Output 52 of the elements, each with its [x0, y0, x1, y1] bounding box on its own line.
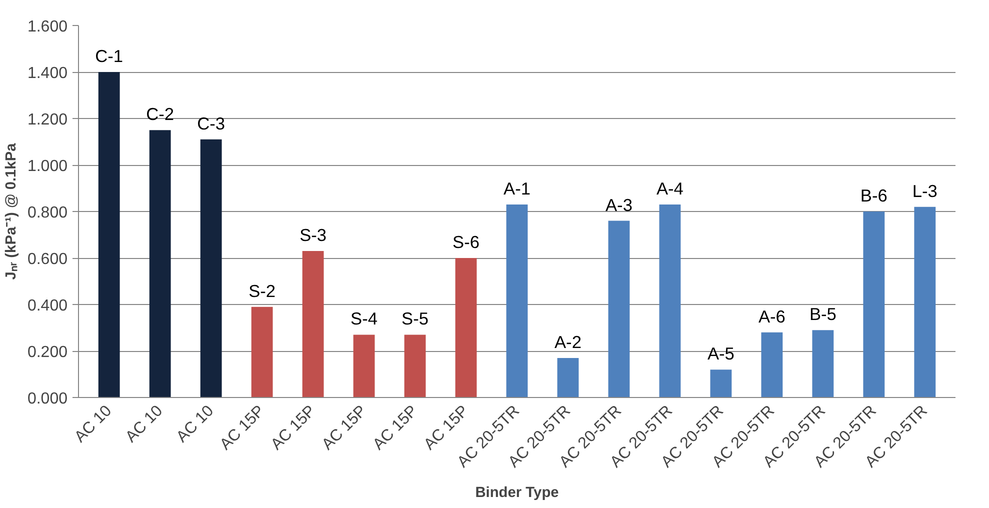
data-label: S-3 [300, 225, 327, 246]
bar [251, 306, 273, 398]
bar [149, 130, 171, 398]
data-label: S-5 [402, 308, 429, 329]
data-label: B-6 [860, 186, 888, 206]
bar [761, 332, 783, 398]
bar [98, 72, 120, 398]
bar [302, 251, 324, 398]
y-tick-label: 1.600 [27, 18, 68, 36]
data-label: S-2 [248, 280, 276, 301]
data-label: A-5 [707, 344, 734, 364]
data-label: A-2 [554, 332, 582, 352]
bar [659, 204, 681, 398]
bar [863, 212, 885, 398]
bar [404, 334, 426, 398]
x-tick-label: AC 10 [174, 402, 218, 446]
x-tick-label: AC 15P [370, 402, 422, 454]
data-label: S-6 [452, 232, 480, 252]
data-label: C-3 [197, 113, 226, 134]
bar [608, 220, 630, 398]
y-tick-label: 0.600 [27, 251, 68, 268]
y-tick-label: 0.000 [27, 390, 68, 408]
y-tick-label: 0.800 [27, 204, 68, 222]
data-label: S-4 [350, 308, 378, 329]
x-tick-label: AC 15P [217, 402, 268, 454]
data-label: A-3 [605, 194, 632, 215]
data-label: A-6 [758, 306, 786, 326]
y-axis-title: Jₙᵣ (kPa⁻¹) @ 0.1kPa [3, 142, 20, 280]
y-tick-label: 0.200 [27, 344, 68, 361]
y-tick-label: 1.400 [27, 65, 68, 82]
bar [455, 258, 477, 398]
x-tick-label: AC 15P [268, 402, 320, 454]
data-label: A-4 [656, 178, 684, 199]
x-tick-label: AC 10 [72, 402, 116, 446]
bar [506, 204, 528, 398]
x-tick-label: AC 15P [319, 402, 370, 454]
data-label: C-1 [95, 46, 124, 66]
data-label: C-2 [146, 104, 174, 124]
y-tick-label: 0.400 [27, 298, 68, 314]
data-label: B-5 [809, 304, 836, 324]
bar [914, 206, 936, 398]
y-tick-label: 1.000 [27, 158, 68, 175]
bar [812, 330, 834, 398]
data-label: L-3 [912, 180, 938, 201]
bar [200, 139, 222, 398]
bar [353, 334, 375, 398]
y-tick-label: 1.200 [27, 112, 68, 128]
x-tick-label: AC 10 [122, 402, 166, 446]
bar [710, 370, 732, 398]
x-axis-title: Binder Type [475, 485, 559, 502]
data-label: A-1 [504, 178, 530, 199]
bar [557, 358, 579, 398]
